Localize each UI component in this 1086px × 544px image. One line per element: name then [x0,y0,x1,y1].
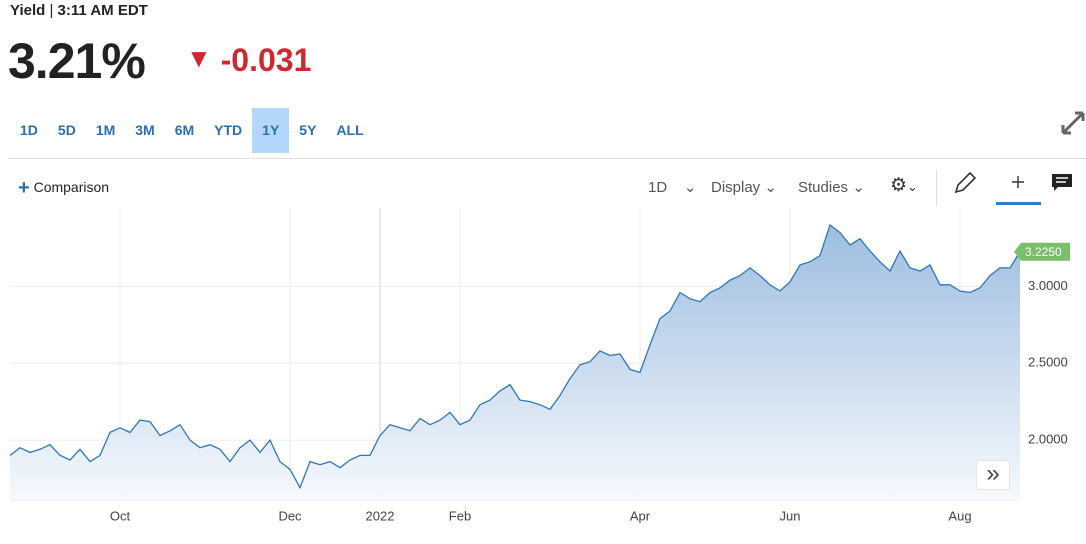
y-tick-label: 2.5000 [1028,355,1068,370]
range-buttons: 1D 5D 1M 3M 6M YTD 1Y 5Y ALL [10,108,374,153]
price: 3.21% [8,33,146,89]
x-tick-label: Jun [780,508,801,523]
range-button[interactable]: 5D [57,122,76,138]
interval-label: 1D [648,179,668,196]
range-button[interactable]: YTD [214,122,243,138]
settings-button[interactable]: ⚙⌄ [890,175,918,196]
price-change: ▼ -0.031 [186,42,312,78]
comments-button[interactable] [1050,172,1074,194]
x-tick-label: Oct [110,508,131,523]
line [9,223,1021,490]
quote-header: Yield | 3:11 AM EDT [10,2,148,19]
toolbar-divider [936,170,937,206]
x-tick-label: Feb [449,508,471,523]
last-value-tag [1014,242,1070,261]
display-label: Display [711,179,761,196]
y-tick-label: 2.0000 [1028,432,1068,447]
area-fill [10,224,1020,500]
change-value: -0.031 [220,42,312,78]
separator [8,158,1086,159]
comparison-button[interactable]: + Comparison [18,177,110,199]
interval-menu[interactable]: 1D ⌄ [648,179,697,196]
comparison-label: Comparison [33,179,110,195]
x-tick-label: Aug [948,508,971,523]
y-tick-label: 3.0000 [1028,278,1068,293]
x-tick-label: Dec [278,508,302,523]
quote-label: Yield [10,2,46,19]
last-value-label: 3.2250 [1025,245,1062,259]
range-button[interactable]: 1D [20,122,38,138]
draw-button[interactable] [952,170,978,196]
range-button[interactable]: 3M [135,122,155,138]
x-tick-label: Apr [630,508,651,523]
quote-time: 3:11 AM EDT [57,2,148,19]
scroll-right-button[interactable]: » [976,460,1010,490]
range-button[interactable]: ALL [336,122,364,138]
expand-icon[interactable] [1060,108,1086,136]
studies-label: Studies [798,179,849,196]
display-menu[interactable]: Display ⌄ [711,179,777,196]
range-button[interactable]: 1M [95,122,116,138]
x-tick-label: 2022 [366,508,395,523]
range-button[interactable]: 1Y [252,108,290,153]
studies-menu[interactable]: Studies ⌄ [798,179,865,196]
range-button[interactable]: 5Y [299,122,317,138]
crosshair-button[interactable] [996,168,1041,206]
range-button[interactable]: 6M [174,122,195,138]
